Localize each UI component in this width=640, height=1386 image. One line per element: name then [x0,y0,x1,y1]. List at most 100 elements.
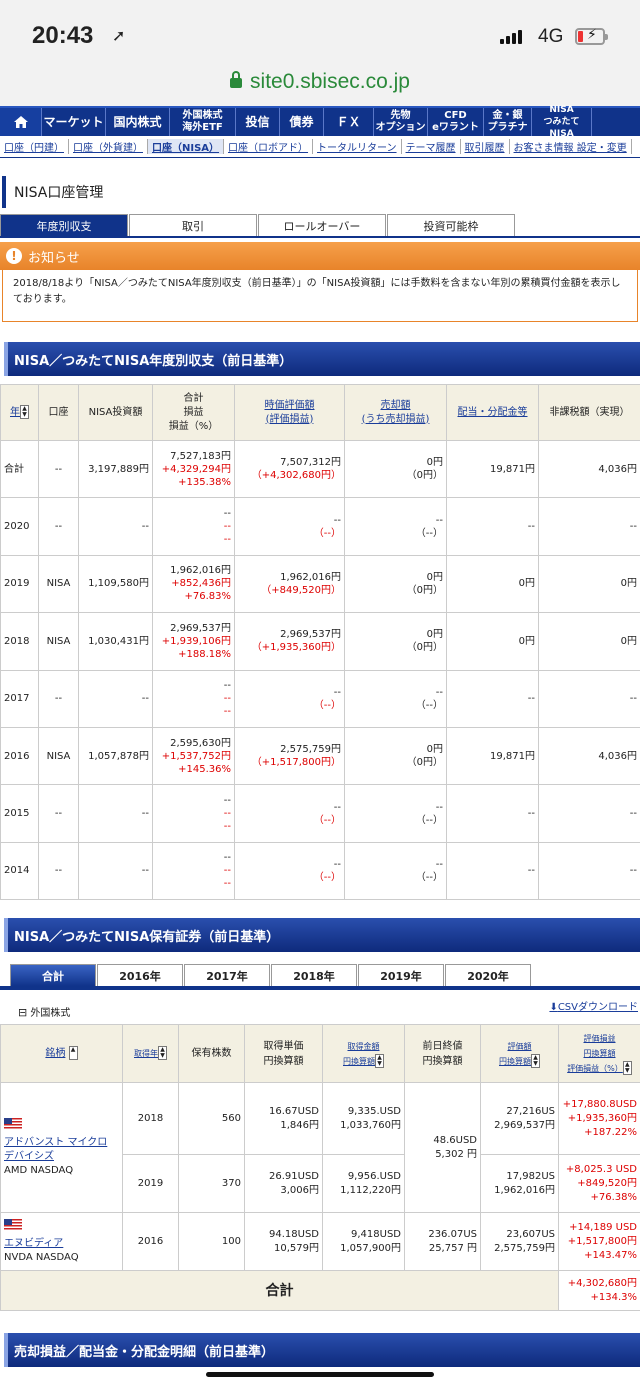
cell: -- -- -- [152,784,235,843]
subnav-theme-history[interactable]: テーマ履歴 [402,139,461,154]
nav-cfd[interactable]: CFD eワラント [428,108,484,136]
col-cost[interactable]: 取得金額 円換算額 ▲ ▼ [322,1024,405,1084]
col-close: 前日終値 円換算額 [404,1024,481,1084]
amd-name-cell: アドバンスト マイクロ デバイシズ AMD NASDAQ [0,1082,123,1214]
sort-icon[interactable]: ▲ ▼ [531,1053,540,1068]
cell: -- [538,669,640,728]
subnav-total-return[interactable]: トータルリターン [313,139,402,154]
tab-annual[interactable]: 年度別収支 [0,214,128,236]
cell: 2020 [0,497,39,556]
foreign-label: 外国株式 [30,1008,71,1020]
col-market-value[interactable]: 時価評価額 (評価損益) [234,384,345,441]
notice-title: お知らせ [28,250,80,266]
sort-icon[interactable]: ▲ ▼ [375,1053,384,1068]
table-row: エヌビディア NVDA NASDAQ 2016 100 94.18USD 10,57… [0,1212,640,1272]
cell: 0円 （0円） [344,612,447,671]
subnav-customer-settings[interactable]: お客さま情報 設定・変更 [510,139,632,154]
col-pl[interactable]: 評価損益 円換算額 評価損益（%） ▲ ▼ [558,1024,640,1084]
col-acq-year[interactable]: 取得年 ▲ ▼ [122,1024,179,1084]
table-header-row: 年 ▲ ▼ 口座 NISA投資額 合計 損益 損益（%） 時価評価額 (評価損益) … [0,384,640,441]
nav-foreign-stock[interactable]: 外国株式 海外ETF [170,108,236,136]
cell: -- [38,439,79,499]
col-unit: 取得単価 円換算額 [244,1024,323,1084]
section-sales-header: 売却損益／配当金・分配金明細（前日基準） [0,1333,640,1368]
cell: 7,507,312円 （+4,302,680円） [234,439,345,499]
cell: -- [38,669,79,728]
cell: -- （--） [344,784,447,843]
cell: 2,969,537円 （+1,935,360円） [234,612,345,671]
cell: 2019 [122,1154,179,1214]
nav-domestic-stock[interactable]: 国内株式 [106,108,170,136]
cell: 19,871円 [446,726,539,786]
subnav-robo-account[interactable]: 口座（ロボアド） [224,139,314,154]
cell: -- [38,841,79,901]
cell: 7,527,183円 +4,329,294円 +135.38% [152,439,235,499]
cell: 27,216US 2,969,537円 [480,1082,559,1156]
csv-download-link[interactable]: ⬇CSVダウンロード [549,1002,638,1014]
cell: 2017 [0,669,39,728]
section-annual-header: NISA／つみたてNISA年度別収支（前日基準） [0,342,640,376]
col-dividend[interactable]: 配当・分配金等 [446,384,539,441]
nvda-link[interactable]: エヌビディア [4,1237,64,1249]
col-year[interactable]: 年 ▲ ▼ [0,384,39,441]
cell: 1,109,580円 [78,554,153,614]
nav-gold[interactable]: 金・銀 プラチナ [484,108,532,136]
tab-2017[interactable]: 2017年 [184,964,270,987]
subnav-foreign-account[interactable]: 口座（外貨建） [69,139,148,154]
network-type: 4G [538,26,564,47]
table-row: 2019 370 26.91USD 3,006円 9,956.USD 1,112,2… [1,1154,640,1214]
nav-funds[interactable]: 投信 [236,108,280,136]
info-icon: ! [6,248,22,264]
tab-2018[interactable]: 2018年 [271,964,357,987]
cell: NISA [38,612,79,671]
subnav-yen-account[interactable]: 口座（円建） [0,139,69,154]
nav-futures[interactable]: 先物 オプション [374,108,428,136]
sort-icon[interactable]: ▲ ▼ [622,1061,632,1076]
nav-bonds[interactable]: 債券 [280,108,324,136]
table-row: 2015 -- -- -- -- -- -- （--） -- （--） -- -- [0,784,640,843]
cell: -- （--） [234,841,345,901]
cell: -- [446,497,539,556]
sort-icon[interactable]: ▲ ▼ [158,1046,167,1061]
subnav-trade-history[interactable]: 取引履歴 [461,139,510,154]
total-pl: +4,302,680円 +134.3% [558,1270,640,1312]
collapse-toggle[interactable]: ⊟ 外国株式 [18,1004,70,1019]
tab-capacity[interactable]: 投資可能枠 [387,214,515,236]
cell: 19,871円 [446,439,539,499]
col-total: 合計 損益 損益（%） [152,384,235,441]
nav-market[interactable]: マーケット [42,108,106,136]
home-icon[interactable] [0,108,42,136]
col-name[interactable]: 銘柄 ▲ [0,1024,123,1084]
tab-rollover[interactable]: ロールオーバー [258,214,386,236]
table-row: 2016 NISA 1,057,878円 2,595,630円 +1,537,752円 +… [0,726,640,786]
cell: -- （--） [344,497,447,556]
tab-total[interactable]: 合計 [10,964,96,987]
cell: -- （--） [234,784,345,843]
us-flag-icon [4,1117,22,1129]
cell: 3,197,889円 [78,439,153,499]
cell: 2016 [122,1212,179,1272]
nisa-tabs: 年度別収支 取引 ロールオーバー 投資可能枠 [0,214,640,238]
address-bar[interactable]: site0.sbisec.co.jp [0,58,640,106]
col-invest: NISA投資額 [78,384,153,441]
amd-link[interactable]: アドバンスト マイクロ デバイシズ [4,1136,108,1162]
cell: 9,418USD 1,057,900円 [322,1212,405,1272]
tab-trade[interactable]: 取引 [129,214,257,236]
col-mv[interactable]: 評価額 円換算額 ▲ ▼ [480,1024,559,1084]
cell: -- （--） [344,669,447,728]
cell: 17,982US 1,962,016円 [480,1154,559,1214]
nav-fx[interactable]: ＦＸ [324,108,374,136]
cell: -- [78,784,153,843]
sort-icon[interactable]: ▲ [68,1046,78,1061]
tab-2020[interactable]: 2020年 [445,964,531,987]
sort-icon[interactable]: ▲ ▼ [20,405,29,419]
cell: 26.91USD 3,006円 [244,1154,323,1214]
cell: +14,189 USD +1,517,800円 +143.47% [558,1212,640,1272]
nav-nisa[interactable]: NISA つみたてNISA [532,105,592,139]
tab-2016[interactable]: 2016年 [97,964,183,987]
cell: 2018 [0,612,39,671]
subnav-nisa-account[interactable]: 口座（NISA） [148,139,225,154]
tab-2019[interactable]: 2019年 [358,964,444,987]
col-sale[interactable]: 売却額 (うち売却損益) [344,384,447,441]
cell: -- [78,497,153,556]
